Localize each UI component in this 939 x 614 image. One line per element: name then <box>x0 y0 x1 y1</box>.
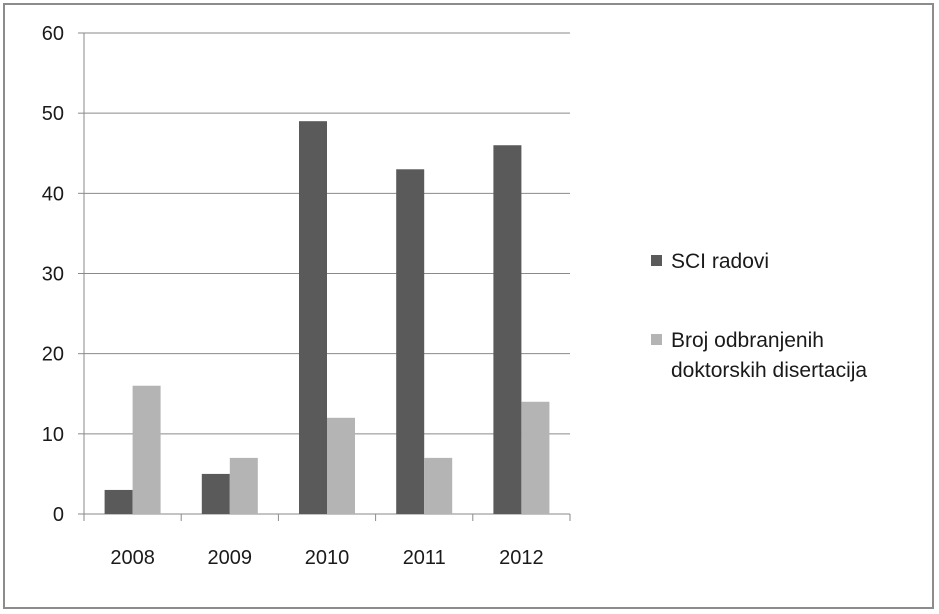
bar-disertacije-2008 <box>132 385 161 514</box>
y-tick-label: 40 <box>42 183 64 205</box>
bar-sci-radovi-2011 <box>396 169 425 515</box>
y-tick-label: 10 <box>42 424 64 446</box>
x-tick-label: 2011 <box>403 547 446 569</box>
y-tick-label: 30 <box>42 264 64 286</box>
x-tick-label: 2009 <box>208 547 253 569</box>
y-tick-label: 0 <box>53 504 64 526</box>
x-tick-label: 2010 <box>305 547 350 569</box>
legend-label: SCI radovi <box>671 250 769 273</box>
gridlines <box>84 32 570 435</box>
bar-sci-radovi-2012 <box>493 145 522 514</box>
legend-label: Broj odbranjenih <box>671 329 824 352</box>
bar-sci-radovi-2008 <box>104 489 133 514</box>
legend-swatch <box>651 255 662 266</box>
y-tick-label: 50 <box>42 103 64 125</box>
y-tick-label: 20 <box>42 344 64 366</box>
legend-swatch <box>651 334 662 345</box>
legend-label: doktorskih disertacija <box>671 359 867 382</box>
x-tick-label: 2008 <box>110 547 155 569</box>
bar-sci-radovi-2010 <box>299 121 327 514</box>
x-tick-label: 2012 <box>499 547 544 569</box>
y-tick-label: 60 <box>42 23 64 45</box>
bar-disertacije-2009 <box>229 457 258 514</box>
x-axis: 2008 2009 2010 2011 2012 <box>83 513 571 569</box>
bars <box>104 121 550 515</box>
legend: SCI radovi Broj odbranjenih doktorskih dis… <box>651 250 867 382</box>
bar-disertacije-2011 <box>424 457 453 514</box>
bar-disertacije-2010 <box>327 417 355 514</box>
bar-sci-radovi-2009 <box>201 473 230 514</box>
bar-disertacije-2012 <box>521 401 550 514</box>
y-axis: 0 10 20 30 40 50 60 <box>42 23 85 526</box>
